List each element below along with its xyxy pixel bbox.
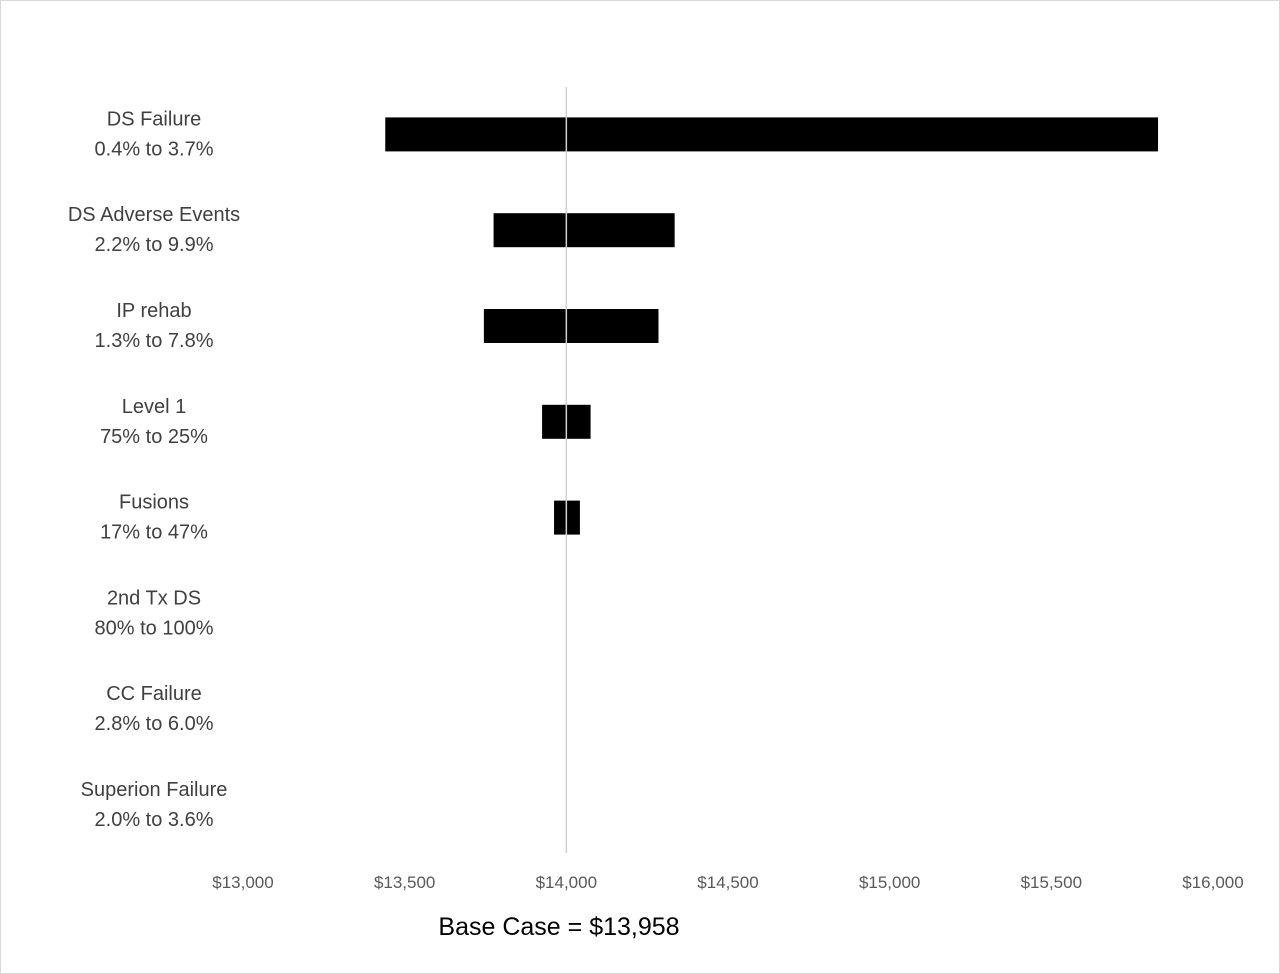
x-axis-tick-labels: $13,000 $13,500 $14,000 $14,500 $15,000 $15,5… [212, 873, 1243, 892]
category-labels: DS Failure 0.4% to 3.7% DS Adverse Events 2… [68, 108, 240, 831]
category-range-label-ds-failure: 0.4% to 3.7% [95, 138, 214, 160]
category-range-label-superion-failure: 2.0% to 3.6% [95, 809, 214, 831]
category-label-ds-adverse-events: DS Adverse Events [68, 204, 240, 226]
category-range-label-2nd-tx-ds: 80% to 100% [95, 617, 214, 639]
category-label-fusions: Fusions [119, 492, 189, 514]
bar-ip-rehab [483, 309, 659, 343]
x-tick-label: $13,500 [374, 873, 435, 892]
category-range-label-ip-rehab: 1.3% to 7.8% [95, 330, 214, 352]
x-tick-label: $14,500 [697, 873, 758, 892]
category-label-cc-failure: CC Failure [106, 683, 202, 705]
category-label-2nd-tx-ds: 2nd Tx DS [107, 587, 201, 609]
category-label-ip-rehab: IP rehab [116, 300, 191, 322]
bar-ds-adverse-events [493, 213, 675, 248]
bar-ds-failure [385, 117, 1159, 152]
category-label-ds-failure: DS Failure [107, 108, 201, 130]
x-tick-label: $15,000 [859, 873, 920, 892]
base-case-label: Base Case = $13,958 [438, 913, 679, 941]
x-tick-label: $16,000 [1182, 873, 1243, 892]
bars [385, 117, 1159, 822]
category-range-label-fusions: 17% to 47% [100, 522, 208, 544]
x-tick-label: $14,000 [536, 873, 597, 892]
category-range-label-level-1: 75% to 25% [100, 426, 208, 448]
category-range-label-ds-adverse-events: 2.2% to 9.9% [95, 234, 214, 256]
category-label-level-1: Level 1 [122, 396, 187, 418]
category-label-superion-failure: Superion Failure [81, 779, 228, 801]
x-tick-label: $15,500 [1021, 873, 1082, 892]
x-tick-label: $13,000 [212, 873, 273, 892]
category-range-label-cc-failure: 2.8% to 6.0% [95, 713, 214, 735]
